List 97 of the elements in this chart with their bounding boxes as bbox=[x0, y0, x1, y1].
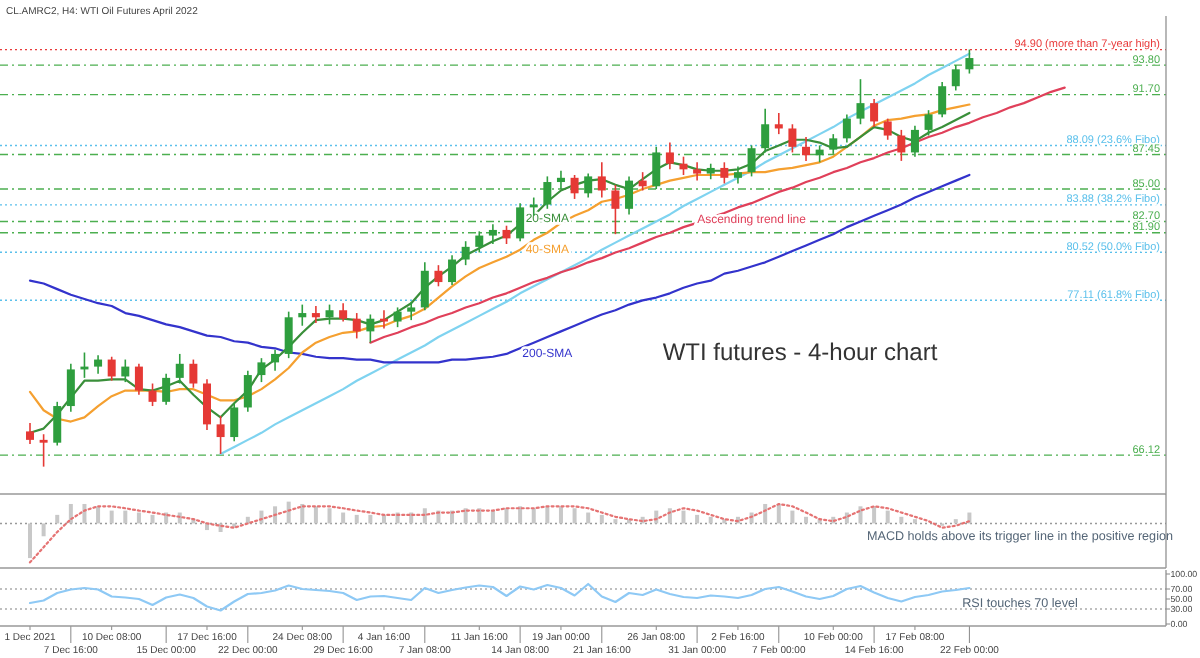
bar bbox=[123, 510, 128, 524]
bar bbox=[504, 508, 509, 524]
candlestick bbox=[584, 172, 593, 199]
bar bbox=[28, 523, 32, 559]
bar bbox=[300, 503, 305, 524]
bar bbox=[327, 508, 332, 524]
candlestick bbox=[938, 81, 947, 119]
candlestick bbox=[434, 264, 443, 288]
bar bbox=[545, 506, 550, 524]
candlestick bbox=[352, 312, 361, 340]
candlestick bbox=[325, 303, 334, 326]
candlestick bbox=[625, 175, 634, 216]
candlestick bbox=[870, 98, 879, 128]
candlestick bbox=[747, 144, 756, 178]
bar bbox=[368, 514, 373, 524]
candlestick bbox=[202, 378, 211, 431]
candlestick bbox=[611, 184, 620, 235]
candlestick bbox=[597, 161, 606, 199]
candlestick bbox=[298, 303, 307, 327]
candlestick bbox=[53, 401, 62, 447]
candlestick bbox=[788, 123, 797, 154]
candlestick bbox=[556, 169, 565, 190]
bar bbox=[518, 506, 523, 524]
bar bbox=[899, 516, 904, 524]
candlestick bbox=[148, 382, 157, 407]
bar bbox=[41, 523, 46, 537]
bar bbox=[354, 514, 359, 524]
candlestick bbox=[720, 161, 729, 185]
candlestick bbox=[951, 64, 960, 92]
bar bbox=[558, 506, 563, 524]
candlestick bbox=[488, 223, 497, 245]
bar bbox=[96, 506, 101, 524]
candlestick bbox=[257, 357, 266, 383]
bar bbox=[776, 503, 781, 524]
candlestick bbox=[448, 254, 457, 286]
candlestick bbox=[897, 129, 906, 162]
candlestick bbox=[379, 309, 388, 330]
candlestick bbox=[570, 174, 579, 200]
candlestick bbox=[665, 141, 674, 171]
bar bbox=[109, 510, 114, 524]
candlestick bbox=[543, 175, 552, 210]
bar bbox=[531, 508, 536, 524]
candlestick bbox=[162, 372, 171, 406]
bar bbox=[681, 510, 686, 524]
candlestick bbox=[910, 124, 919, 158]
bar bbox=[885, 510, 890, 524]
candlestick bbox=[216, 415, 225, 455]
candlestick bbox=[66, 362, 75, 413]
candlestick bbox=[502, 224, 511, 245]
candlestick bbox=[39, 433, 48, 468]
candlestick bbox=[121, 358, 130, 383]
candlestick bbox=[94, 354, 103, 375]
candlestick bbox=[230, 402, 239, 443]
bar bbox=[150, 514, 155, 524]
bar bbox=[572, 508, 577, 524]
candlestick bbox=[461, 240, 470, 266]
candlestick bbox=[189, 358, 198, 389]
candlestick bbox=[339, 302, 348, 323]
candlestick bbox=[271, 348, 280, 372]
bar bbox=[695, 514, 700, 524]
bar bbox=[586, 512, 591, 524]
candlestick bbox=[761, 107, 770, 154]
candlestick bbox=[856, 78, 865, 126]
candlestick bbox=[883, 117, 892, 141]
candlestick bbox=[366, 313, 375, 344]
bar bbox=[313, 506, 318, 524]
bar bbox=[55, 514, 60, 524]
candlestick bbox=[243, 370, 252, 413]
bar bbox=[804, 516, 809, 524]
candlestick bbox=[407, 300, 416, 321]
candlestick bbox=[652, 146, 661, 190]
candlestick bbox=[284, 310, 293, 359]
candlestick bbox=[693, 161, 702, 182]
candlestick bbox=[842, 113, 851, 144]
candlestick bbox=[802, 136, 811, 162]
candlestick bbox=[107, 355, 116, 382]
bar bbox=[790, 510, 795, 524]
candlestick bbox=[475, 230, 484, 254]
candlestick bbox=[26, 422, 34, 445]
candlestick bbox=[774, 112, 783, 135]
annotation: WTI futures - 4-hour chart bbox=[662, 338, 939, 366]
bar bbox=[422, 508, 427, 524]
candlestick bbox=[311, 305, 320, 324]
candlestick bbox=[924, 109, 933, 137]
candlestick bbox=[420, 261, 429, 312]
bar bbox=[599, 514, 604, 524]
candlestick bbox=[829, 133, 838, 155]
candlestick bbox=[393, 306, 402, 328]
candlestick bbox=[965, 48, 974, 75]
bar bbox=[136, 512, 141, 524]
bar bbox=[341, 512, 346, 524]
candlestick bbox=[134, 362, 143, 396]
bar bbox=[708, 516, 713, 524]
bar bbox=[872, 506, 877, 524]
candlestick bbox=[516, 202, 525, 243]
bar bbox=[858, 506, 863, 524]
candlestick bbox=[175, 353, 184, 385]
